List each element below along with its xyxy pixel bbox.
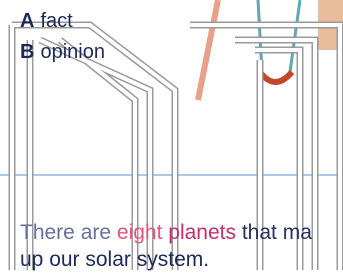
word: that ma — [242, 221, 312, 244]
word: eight — [117, 221, 163, 244]
option-letter: A — [20, 10, 34, 32]
sentence-line: up our solar system. — [20, 248, 209, 272]
option-text: fact — [40, 10, 72, 32]
word: up our solar system. — [20, 248, 209, 271]
page: Afact Bopinion There are eight planets t… — [0, 0, 343, 275]
option-text: opinion — [40, 41, 105, 63]
option-letter: B — [20, 41, 34, 63]
word: planets — [168, 221, 236, 244]
word: There are — [20, 221, 111, 244]
sentence-line: There are eight planets that ma — [20, 221, 312, 245]
